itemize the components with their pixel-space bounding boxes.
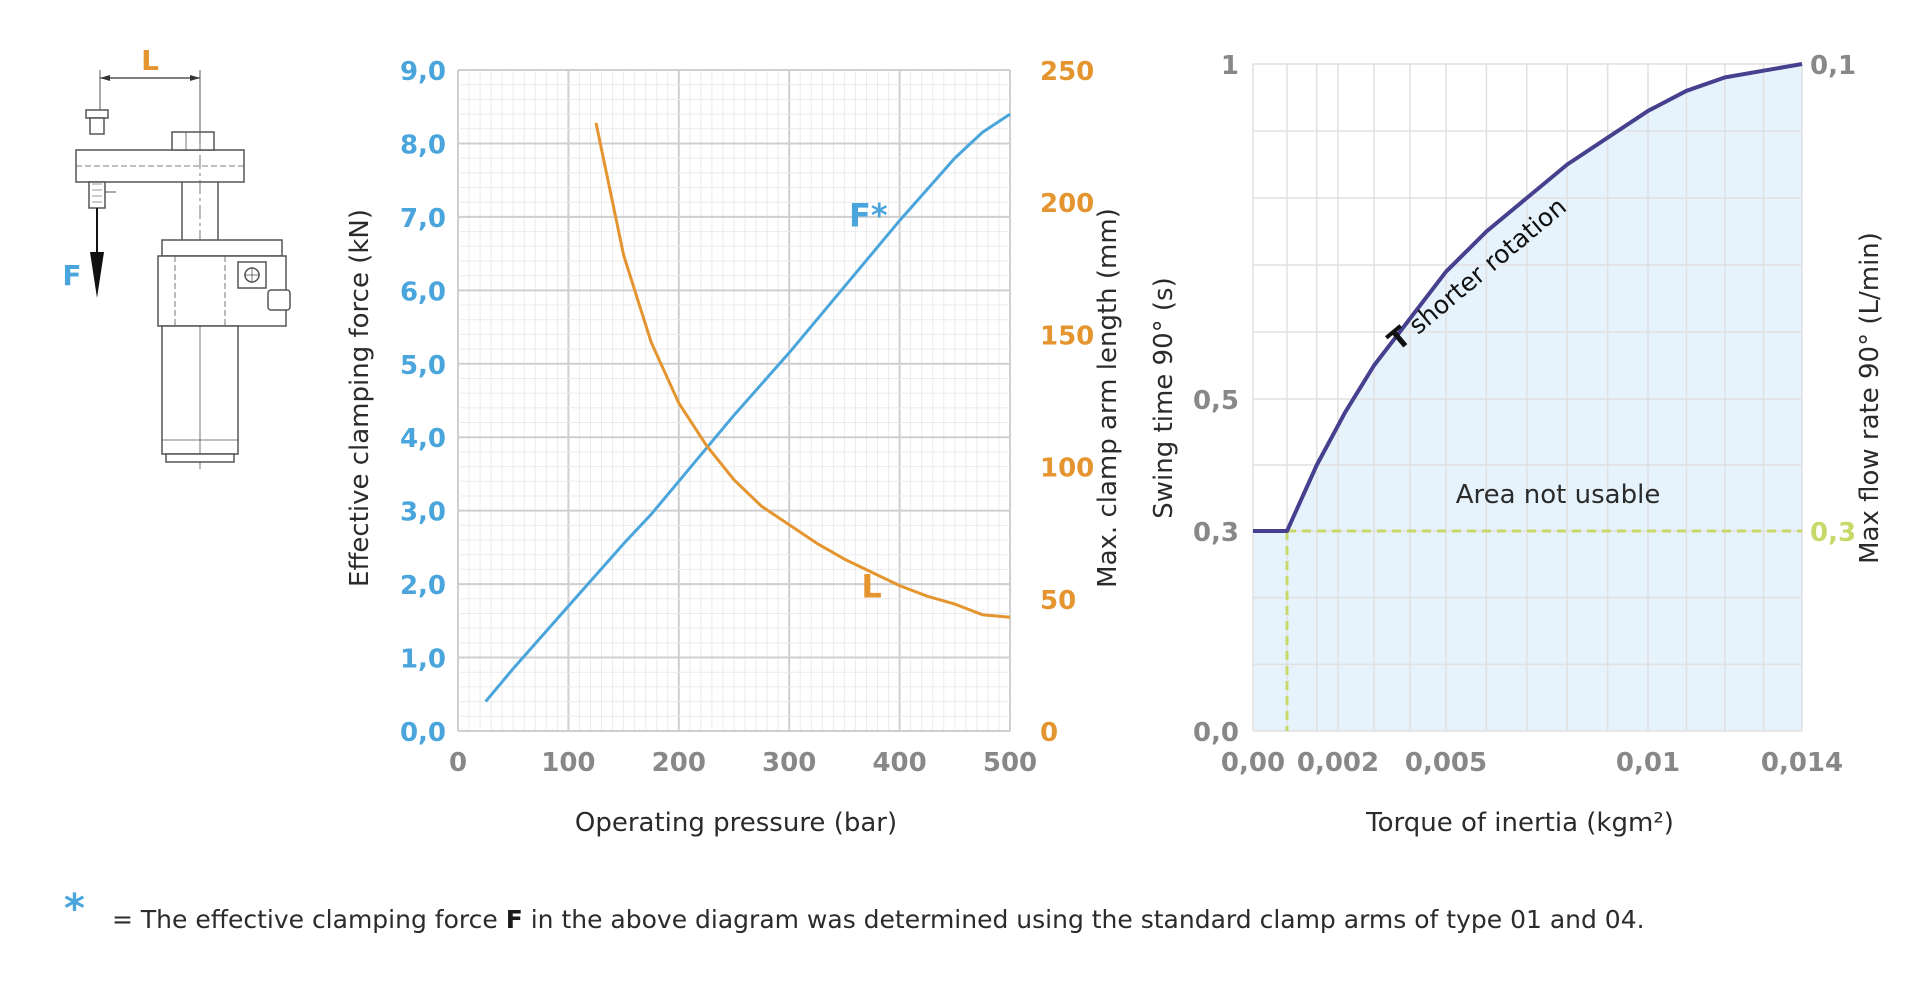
pressure-left-tick: 2,0 (400, 571, 446, 601)
pressure-chart-ticks: 0 100 200 300 400 5000,01,02,03,04,05,06,07,0… (400, 57, 1094, 778)
pressure-left-tick: 9,0 (400, 57, 446, 87)
dimension-label-l: L (141, 44, 159, 77)
pressure-chart-grid (457, 69, 1011, 732)
footnote-asterisk: * (64, 886, 85, 932)
inertia-right-tick: 0,1 (1810, 51, 1856, 81)
pressure-x-tick: 200 (652, 748, 706, 778)
inertia-x-tick: 0,00 (1221, 748, 1285, 778)
inertia-x-tick: 0,005 (1405, 748, 1487, 778)
clamp-cylinder-drawing (75, 70, 291, 470)
pressure-left-tick: 4,0 (400, 424, 446, 454)
pressure-x-tick: 300 (762, 748, 816, 778)
inertia-chart-x-axis-label: Torque of inertia (kgm²) (1365, 808, 1674, 838)
footnote-bold-f: F (505, 905, 523, 934)
pressure-left-tick: 3,0 (400, 498, 446, 528)
pressure-right-tick: 250 (1040, 57, 1094, 87)
pressure-chart-right-axis-label: Max. clamp arm length (mm) (1093, 208, 1123, 588)
inertia-left-tick: 0,0 (1193, 718, 1239, 748)
force-label-f: F (62, 259, 81, 292)
pressure-left-tick: 6,0 (400, 277, 446, 307)
series-line-l (594, 122, 1011, 619)
inertia-x-tick: 0,01 (1616, 748, 1680, 778)
inertia-chart-ticks: 0,00 0,002 0,005 0,01 0,014 0,0 0,3 0,5 1 0,3 0,1 (1193, 51, 1856, 778)
pressure-chart: F*L 0 100 200 300 400 5000,01,02,03,04,05,06,… (345, 57, 1123, 838)
inertia-x-tick: 0,002 (1297, 748, 1379, 778)
pressure-chart-left-axis-label: Effective clamping force (kN) (345, 209, 375, 587)
pressure-chart-x-axis-label: Operating pressure (bar) (575, 808, 897, 838)
pressure-x-tick: 100 (541, 748, 595, 778)
pressure-left-tick: 7,0 (400, 204, 446, 234)
footnote-text-before: = The effective clamping force (112, 905, 506, 934)
inertia-x-tick: 0,014 (1761, 748, 1843, 778)
pressure-chart-series: F* L (484, 112, 1011, 703)
series-line-f (484, 112, 1011, 703)
series-label-f: F* (849, 197, 888, 235)
area-not-usable-label: Area not usable (1456, 480, 1661, 510)
series-label-l: L (861, 568, 881, 606)
inertia-right-tick: 0,3 (1810, 518, 1856, 548)
series-line-t (1253, 62, 1803, 533)
inertia-chart-left-axis-label: Swing time 90° (s) (1149, 277, 1179, 518)
pressure-right-tick: 150 (1040, 321, 1094, 351)
pressure-right-tick: 200 (1040, 189, 1094, 219)
inertia-chart-series (1253, 62, 1803, 731)
inertia-left-tick: 1 (1221, 51, 1239, 81)
inertia-chart-right-axis-label: Max flow rate 90° (L/min) (1855, 232, 1885, 564)
pressure-x-tick: 400 (872, 748, 926, 778)
pressure-left-tick: 0,0 (400, 718, 446, 748)
pressure-left-tick: 5,0 (400, 351, 446, 381)
inertia-left-tick: 0,3 (1193, 518, 1239, 548)
pressure-x-tick: 500 (983, 748, 1037, 778)
pressure-x-tick: 0 (449, 748, 467, 778)
inertia-chart-grid (1252, 63, 1803, 732)
inertia-left-tick: 0,5 (1193, 386, 1239, 416)
pressure-right-tick: 50 (1040, 586, 1076, 616)
pressure-left-tick: 8,0 (400, 130, 446, 160)
footnote: = The effective clamping force F in the … (112, 905, 1645, 934)
inertia-chart: 0,00 0,002 0,005 0,01 0,0140,00,30,510,30,1 … (1149, 51, 1885, 838)
pressure-left-tick: 1,0 (400, 645, 446, 675)
pressure-right-tick: 100 (1040, 454, 1094, 484)
pressure-right-tick: 0 (1040, 718, 1058, 748)
footnote-text-after: in the above diagram was determined usin… (522, 905, 1645, 934)
